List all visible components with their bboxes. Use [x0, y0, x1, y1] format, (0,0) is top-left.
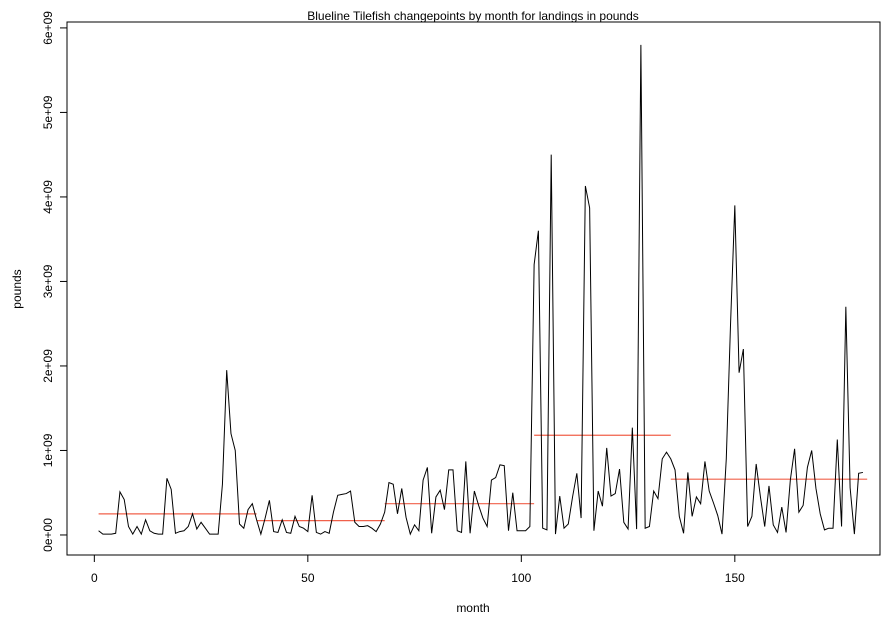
- y-tick-label: 6e+09: [41, 11, 55, 45]
- y-tick-label: 0e+00: [41, 518, 55, 552]
- x-tick-label: 50: [301, 571, 315, 585]
- data-line: [98, 44, 864, 536]
- plot-frame: [66, 21, 881, 556]
- x-tick-label: 100: [511, 571, 531, 585]
- y-axis-label: pounds: [10, 269, 24, 308]
- x-tick-label: 150: [725, 571, 745, 585]
- x-tick-label: 0: [91, 571, 98, 585]
- y-tick-label: 2e+09: [41, 349, 55, 383]
- x-axis-label: month: [456, 601, 489, 615]
- chart-title: Blueline Tilefish changepoints by month …: [307, 9, 639, 23]
- y-tick-label: 5e+09: [41, 95, 55, 129]
- y-tick-label: 1e+09: [41, 433, 55, 467]
- y-tick-label: 4e+09: [41, 180, 55, 214]
- y-tick-label: 3e+09: [41, 264, 55, 298]
